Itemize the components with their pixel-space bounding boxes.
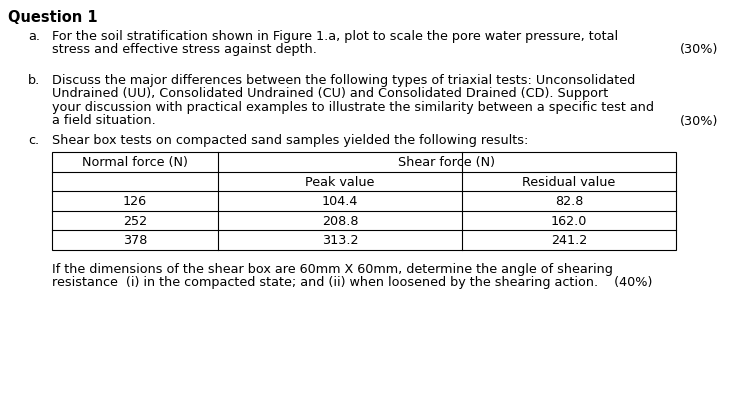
Text: 241.2: 241.2 bbox=[551, 234, 587, 247]
Text: a.: a. bbox=[28, 30, 40, 43]
Text: b.: b. bbox=[28, 74, 40, 87]
Text: your discussion with practical examples to illustrate the similarity between a s: your discussion with practical examples … bbox=[52, 101, 654, 114]
Text: resistance  (i) in the compacted state; and (ii) when loosened by the shearing a: resistance (i) in the compacted state; a… bbox=[52, 275, 652, 288]
Text: stress and effective stress against depth.: stress and effective stress against dept… bbox=[52, 43, 317, 56]
Text: If the dimensions of the shear box are 60mm X 60mm, determine the angle of shear: If the dimensions of the shear box are 6… bbox=[52, 262, 613, 275]
Text: a field situation.: a field situation. bbox=[52, 114, 156, 127]
Bar bbox=[52, 153, 676, 250]
Text: 378: 378 bbox=[122, 234, 147, 247]
Text: Normal force (N): Normal force (N) bbox=[82, 156, 188, 169]
Text: 126: 126 bbox=[123, 195, 147, 208]
Text: Shear box tests on compacted sand samples yielded the following results:: Shear box tests on compacted sand sample… bbox=[52, 134, 529, 147]
Text: c.: c. bbox=[28, 134, 39, 147]
Text: (30%): (30%) bbox=[679, 114, 718, 127]
Text: For the soil stratification shown in Figure 1.a, plot to scale the pore water pr: For the soil stratification shown in Fig… bbox=[52, 30, 618, 43]
Text: 313.2: 313.2 bbox=[321, 234, 358, 247]
Text: Undrained (UU), Consolidated Undrained (CU) and Consolidated Drained (CD). Suppo: Undrained (UU), Consolidated Undrained (… bbox=[52, 87, 608, 100]
Text: 162.0: 162.0 bbox=[551, 214, 587, 227]
Text: Discuss the major differences between the following types of triaxial tests: Unc: Discuss the major differences between th… bbox=[52, 74, 635, 87]
Text: 82.8: 82.8 bbox=[555, 195, 583, 208]
Text: Shear force (N): Shear force (N) bbox=[399, 156, 496, 169]
Text: Residual value: Residual value bbox=[523, 175, 615, 188]
Text: 252: 252 bbox=[123, 214, 147, 227]
Text: (30%): (30%) bbox=[679, 43, 718, 56]
Text: 208.8: 208.8 bbox=[321, 214, 358, 227]
Text: Peak value: Peak value bbox=[305, 175, 375, 188]
Text: 104.4: 104.4 bbox=[321, 195, 358, 208]
Text: Question 1: Question 1 bbox=[8, 10, 98, 25]
